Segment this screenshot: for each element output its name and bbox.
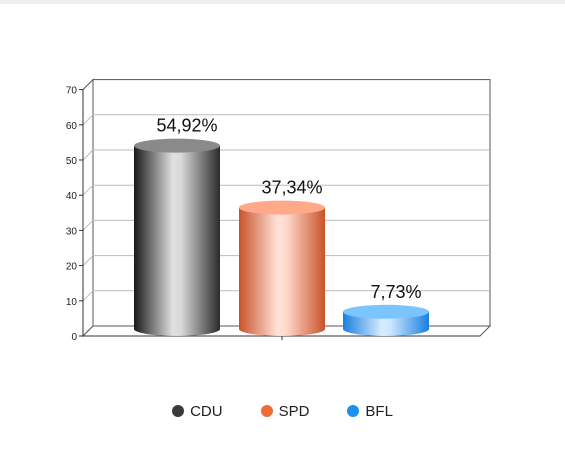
bar-top-bfl (343, 304, 429, 319)
gridline-side (82, 184, 94, 196)
bar-spd (239, 207, 325, 336)
legend-marker-bfl (347, 405, 360, 417)
plot-side-wall (82, 78, 94, 338)
y-tick-label: 60 (66, 121, 78, 132)
legend-label-spd: SPD (278, 402, 310, 420)
legend-item-spd[interactable]: SPD (260, 402, 310, 420)
gridline-side (82, 220, 94, 231)
gridline-side (82, 255, 94, 266)
top-strip (0, 0, 565, 4)
gridline-side (82, 114, 94, 126)
y-tick-label: 10 (66, 297, 78, 308)
legend: CDU SPD BFL (0, 398, 565, 424)
y-tick-label: 30 (66, 226, 78, 237)
gridline-side (82, 149, 94, 161)
legend-item-cdu[interactable]: CDU (172, 403, 223, 420)
legend-label-bfl: BFL (365, 402, 393, 420)
y-tick-label: 0 (71, 332, 77, 343)
data-label-spd: 37,34% (261, 178, 322, 198)
bar-top-cdu (134, 138, 220, 153)
legend-marker-cdu (172, 405, 185, 417)
y-tick-label: 50 (66, 156, 78, 167)
legend-marker-spd (260, 405, 273, 417)
data-label-cdu: 54,92% (156, 116, 217, 136)
data-label-bfl: 7,73% (370, 282, 421, 302)
legend-label-cdu: CDU (190, 402, 223, 420)
bar-top-spd (239, 200, 325, 215)
y-tick-label: 70 (66, 86, 78, 97)
y-tick-label: 20 (66, 262, 78, 273)
gridline-side (82, 290, 94, 302)
y-tick-label: 40 (66, 191, 78, 202)
legend-item-bfl[interactable]: BFL (347, 403, 393, 420)
bar-chart: 0 10 20 30 40 50 60 70 54,92% 37,34% 7,73% (66, 78, 492, 343)
bar-cdu (134, 145, 220, 336)
